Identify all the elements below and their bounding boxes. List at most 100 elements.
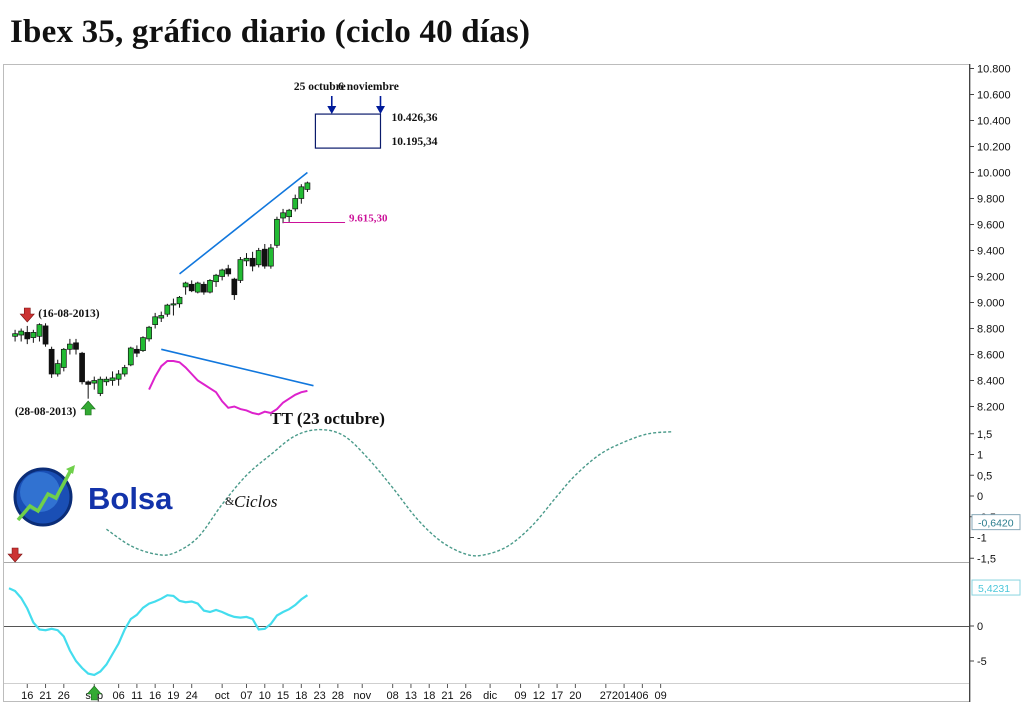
candle-body — [140, 337, 146, 351]
candle — [91, 376, 98, 390]
x-tick-label: 09 — [514, 690, 526, 702]
x-tick-label: 21 — [441, 690, 453, 702]
candle-body — [60, 348, 67, 368]
candle-body — [182, 282, 189, 288]
candle-body — [207, 280, 213, 293]
x-tick-label: 10 — [259, 690, 271, 702]
momentum-readout: 5,4231 — [978, 583, 1010, 595]
candle-body — [194, 282, 201, 293]
candle — [201, 281, 207, 295]
candle — [60, 348, 67, 372]
momentum-readout-box — [971, 579, 1021, 596]
candle — [115, 370, 122, 386]
candle-body — [304, 182, 311, 190]
candle-body — [67, 343, 73, 350]
y-tick-label: 9.200 — [977, 272, 1005, 284]
top-arrow-icon — [19, 307, 35, 323]
candle — [103, 376, 110, 386]
x-tick-label: 15 — [277, 690, 289, 702]
x-tick-label: 09 — [655, 690, 667, 702]
candle-body — [91, 380, 98, 384]
cycle-tick-label: 0,5 — [977, 470, 992, 482]
x-tick-label: 18 — [423, 690, 435, 702]
cycle-tick-label: -1,5 — [977, 553, 996, 565]
candle-body — [176, 296, 183, 305]
candle-body — [103, 378, 110, 383]
target-zone-box — [314, 113, 382, 149]
candle-body — [243, 257, 250, 262]
candle — [97, 376, 104, 397]
candle — [170, 298, 177, 316]
x-tick-label: 28 — [332, 690, 344, 702]
x-tick-label: 27 — [600, 690, 612, 702]
y-tick-label: 9.800 — [977, 194, 1005, 206]
candle-body — [280, 212, 286, 219]
candle-body — [219, 269, 225, 277]
logo-globe-highlight — [20, 472, 60, 512]
candle-body — [85, 381, 92, 385]
candle — [225, 264, 232, 277]
cycle-tick-label: 1,5 — [977, 429, 992, 441]
candle-body — [42, 325, 49, 345]
candle-body — [170, 303, 177, 306]
y-tick-label: 10.200 — [977, 142, 1011, 154]
candle-body — [213, 274, 219, 283]
candle — [24, 325, 31, 345]
cycle-top-label: TT (23 octubre) — [270, 409, 385, 428]
x-tick-label: 26 — [58, 690, 70, 702]
candle-body — [201, 283, 207, 293]
upper-trendline — [179, 171, 308, 275]
bolsa-ciclos-logo: Bolsa & Ciclos — [13, 465, 278, 527]
momentum-tick-label: -5 — [977, 656, 987, 668]
x-tick-label: 16 — [21, 690, 33, 702]
momentum-tick-label: 0 — [977, 621, 983, 633]
logo-word: Bolsa — [88, 481, 173, 516]
candle — [280, 208, 286, 224]
target-low-label: 10.195,34 — [391, 136, 437, 148]
x-tick-label: 2014 — [612, 690, 636, 702]
x-axis-ticks: 162126sep0611161924oct071015182328nov081… — [21, 684, 667, 702]
logo-rising-arrow-icon — [16, 467, 74, 522]
momentum-line — [7, 547, 309, 701]
x-tick-label: 21 — [39, 690, 51, 702]
candle-body — [225, 268, 232, 275]
candle-body — [292, 198, 299, 210]
candle-body — [12, 333, 18, 337]
oscillator-line — [148, 360, 308, 416]
cycle-tick-label: -1 — [977, 533, 987, 545]
x-tick-label: 16 — [149, 690, 161, 702]
x-tick-label: 24 — [186, 690, 198, 702]
candle-body — [249, 257, 256, 267]
marker-25-octubre-label: 25 octubre — [294, 81, 346, 93]
chart-title: Ibex 35, gráfico diario (ciclo 40 días) — [10, 14, 531, 50]
marker-down-arrow-icon — [375, 106, 385, 114]
candle — [304, 181, 311, 192]
y-tick-label: 8.200 — [977, 402, 1005, 414]
candle-body — [134, 348, 140, 354]
candle — [18, 328, 25, 342]
candle — [73, 338, 79, 355]
marker-down-arrow-icon — [327, 106, 337, 114]
candle-body — [73, 342, 79, 350]
x-tick-label: 19 — [167, 690, 179, 702]
x-tick-label: dic — [483, 690, 498, 702]
candle-body — [158, 315, 165, 319]
support-label: 9.615,30 — [349, 213, 388, 225]
candle — [30, 329, 37, 343]
candle — [109, 371, 116, 386]
cycle-tick-label: 1 — [977, 450, 983, 462]
candle-body — [97, 378, 104, 394]
candle — [268, 244, 274, 269]
candle — [121, 364, 128, 377]
candle — [286, 208, 292, 222]
candle — [182, 281, 189, 295]
candle — [158, 311, 165, 322]
oscillator-series — [148, 360, 308, 416]
cycle-readout: -0,6420 — [978, 518, 1014, 530]
cycle-series — [106, 428, 673, 557]
logo-amp: & — [225, 494, 235, 508]
x-tick-label: 06 — [636, 690, 648, 702]
candle — [207, 279, 213, 294]
candle-body — [18, 330, 25, 336]
candle-body — [152, 316, 159, 325]
